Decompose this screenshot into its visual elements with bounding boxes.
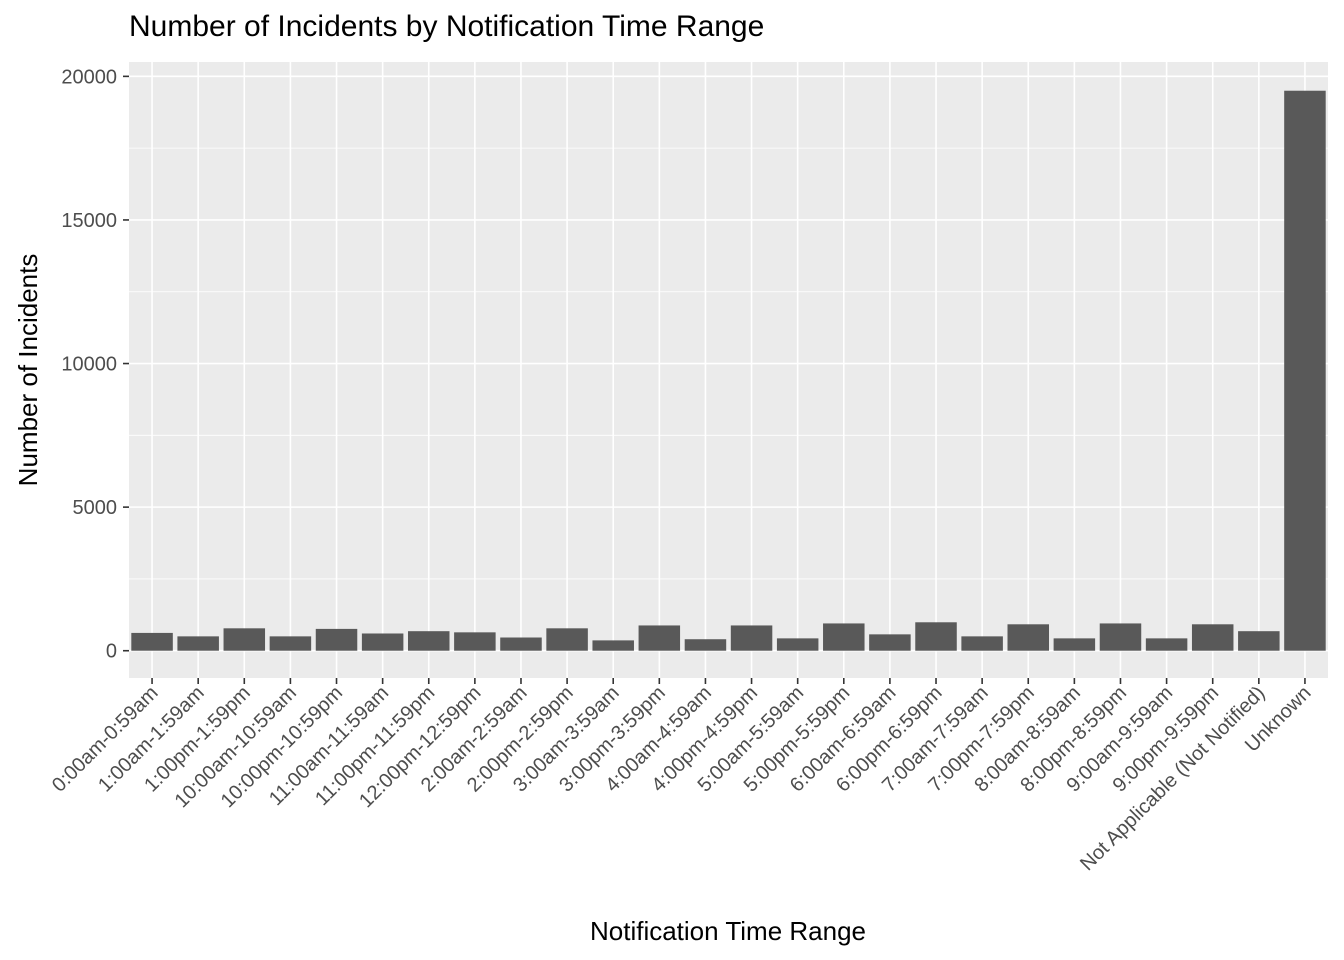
bar <box>500 637 542 651</box>
bar <box>684 639 727 651</box>
bar <box>269 636 312 651</box>
y-tick-label: 15000 <box>61 210 117 232</box>
bar <box>915 622 957 651</box>
bar <box>869 634 911 651</box>
bar <box>546 628 588 651</box>
bar <box>1238 631 1280 651</box>
bar <box>361 633 404 651</box>
bars <box>131 90 1326 651</box>
bar <box>823 623 865 651</box>
bar <box>592 640 634 651</box>
bar <box>776 638 819 651</box>
y-axis: 0 5000 10000 15000 20000 <box>61 66 129 663</box>
plot-panel <box>129 62 1328 678</box>
bar <box>1007 624 1050 651</box>
bar <box>223 628 266 651</box>
bar <box>1053 638 1096 651</box>
x-axis-title: Notification Time Range <box>590 916 866 946</box>
y-tick-label: 0 <box>106 641 117 663</box>
bar <box>1145 638 1188 651</box>
bar <box>407 631 450 651</box>
bar <box>315 628 358 651</box>
bar <box>961 636 1003 651</box>
bar <box>730 625 773 651</box>
chart-title: Number of Incidents by Notification Time… <box>129 10 765 43</box>
y-axis-title: Number of Incidents <box>13 254 43 487</box>
bar <box>638 625 681 651</box>
bar <box>1099 623 1142 651</box>
bar <box>1284 90 1326 651</box>
x-axis: 0:00am-0:59am1:00am-1:59am1:00pm-1:59pm1… <box>48 678 1315 875</box>
y-tick-label: 5000 <box>73 497 118 519</box>
bar <box>131 632 173 651</box>
bar <box>177 636 219 651</box>
y-tick-label: 10000 <box>61 354 117 376</box>
bar <box>454 632 496 651</box>
bar <box>1191 624 1234 651</box>
y-tick-label: 20000 <box>61 66 117 88</box>
